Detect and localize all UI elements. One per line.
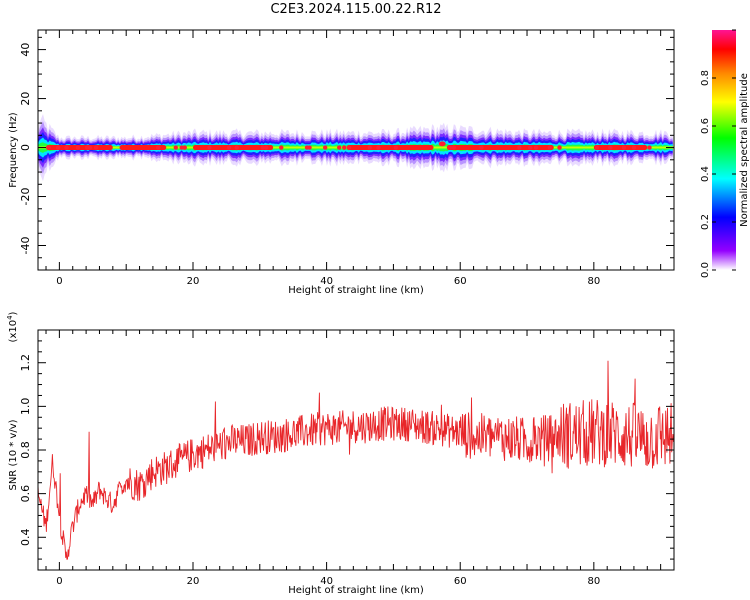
spectrogram-x-tick-label: 80 (587, 276, 600, 287)
spectrogram-peak-dot (557, 145, 562, 150)
chart-title: C2E3.2024.115.00.22.R12 (270, 2, 442, 17)
snr-series-line (38, 360, 674, 560)
spectrogram-peak-dot (182, 145, 187, 150)
snr-x-tick-label: 0 (56, 576, 62, 587)
spectrogram-peak-dot (179, 145, 184, 150)
snr-y-tick-label: 1.2 (19, 354, 32, 372)
snr-y-tick-label: 1.0 (19, 398, 32, 416)
spectrogram-y-tick-label: -20 (19, 188, 32, 206)
spectrogram-peak-dot (156, 145, 161, 150)
snr-exponent-power: 4 (6, 315, 14, 320)
spectrogram-peak-dot (93, 145, 99, 150)
spectrogram-peak-dot (594, 145, 600, 150)
spectrogram-peak-dot (621, 145, 627, 150)
spectrogram-peak-dot (279, 145, 284, 150)
spectrogram-peak-dot (307, 145, 312, 150)
snr-x-tick-label: 60 (454, 576, 467, 587)
spectrogram-peak-dot (533, 145, 539, 150)
spectrogram-peak-dot (46, 145, 51, 150)
spectrogram-peak-segment (119, 145, 167, 151)
spectrogram-x-tick-label: 0 (56, 276, 62, 287)
spectrogram-peak-dot (631, 145, 637, 150)
spectrogram-peak-dot (75, 145, 81, 150)
spectrogram-y-tick-label: 40 (19, 43, 32, 57)
spectrogram-peak-dot (234, 145, 239, 150)
spectrogram-peak-segment (346, 145, 434, 151)
spectrogram-peak-dot (647, 145, 652, 150)
snr-exponent-base: (x10 (8, 320, 19, 343)
colorbar-tick-label: 0.4 (700, 166, 711, 182)
spectrogram-peak-bump (438, 141, 446, 147)
colorbar-tick-label: 0.6 (700, 118, 711, 134)
spectrogram-x-axis-label: Height of straight line (km) (288, 285, 424, 296)
spectrogram-peak-dot (260, 145, 265, 150)
spectrogram-peak-segment (593, 145, 648, 151)
svg-text:(x104): (x104) (6, 311, 19, 342)
spectrogram-peak-dot (64, 145, 69, 150)
spectrogram-peak-dot (367, 145, 373, 150)
spectrogram-peak-segment (446, 145, 554, 151)
snr-panel: 0 20 40 60 800.40.60.81.01.2 SNR (10 * v/v) … (6, 311, 675, 596)
snr-x-tick-label: 20 (187, 576, 200, 587)
spectrogram-peak-dot (87, 145, 93, 150)
spectrogram-peak-dot (517, 145, 522, 150)
spectrogram-peak-segment (192, 145, 274, 151)
colorbar-gradient (712, 30, 736, 270)
spectrogram-frame (37, 29, 675, 271)
spectrogram-peak-dot (342, 145, 347, 150)
spectrogram-peak-dot (226, 145, 232, 150)
spectrogram-peak-dot (263, 145, 269, 150)
snr-y-tick-label: 0.4 (19, 529, 32, 547)
spectrogram-peak-dot (479, 145, 484, 150)
spectrogram-peak-dot (207, 145, 212, 150)
spectrogram-panel: 0 20 40 60 80 40 20 0 -20 -40 Frequency (Hz) Heig… (8, 29, 675, 296)
spectrogram-y-tick-label: 0 (19, 144, 32, 151)
spectrogram-peak-dot (322, 145, 328, 150)
spectrogram-peak-dot (393, 145, 399, 150)
snr-x-axis-label: Height of straight line (km) (288, 585, 424, 596)
snr-y-tick-label: 0.8 (19, 441, 32, 459)
spectrogram-peak-dot (376, 145, 381, 150)
spectrogram-x-tick-label: 40 (320, 276, 333, 287)
spectrogram-peak-dot (336, 145, 342, 150)
snr-y-axis-label: SNR (10 * v/v) (8, 419, 19, 490)
spectrogram-peak-dot (447, 145, 452, 150)
spectrogram-y-tick-label: 20 (19, 92, 32, 106)
spectrogram-x-tick-label: 20 (187, 276, 200, 287)
colorbar-label: Normalized spectral amplitude (739, 73, 750, 227)
snr-x-tick-label: 40 (320, 576, 333, 587)
colorbar-tick-label: 0.8 (700, 70, 711, 86)
spectrogram-peak-dot (173, 145, 178, 150)
snr-frame (37, 329, 675, 571)
snr-x-tick-label: 80 (587, 576, 600, 587)
colorbar-tick-label: 0.2 (700, 214, 711, 230)
colorbar-tick-label: 0.0 (700, 262, 711, 278)
spectrogram-peak-dot (346, 145, 352, 150)
spectrogram-peak-dot (608, 145, 613, 150)
spectrogram-y-axis-label: Frequency (Hz) (8, 112, 19, 188)
snr-exponent-label: (x104) (6, 311, 19, 342)
colorbar: 0.0 0.2 0.4 0.6 0.8 Normalized spectral ampl… (700, 29, 750, 278)
spectrogram-peak-dot (55, 145, 61, 150)
spectrogram-peak-dot (528, 145, 533, 150)
spectrogram-y-tick-label: -40 (19, 237, 32, 255)
spectrogram-band (38, 114, 674, 182)
spectrogram-peak-dot (451, 145, 457, 150)
spectrogram-x-tick-label: 60 (454, 276, 467, 287)
snr-y-tick-label: 0.6 (19, 485, 32, 503)
spectrogram-peak-dot (547, 145, 553, 150)
